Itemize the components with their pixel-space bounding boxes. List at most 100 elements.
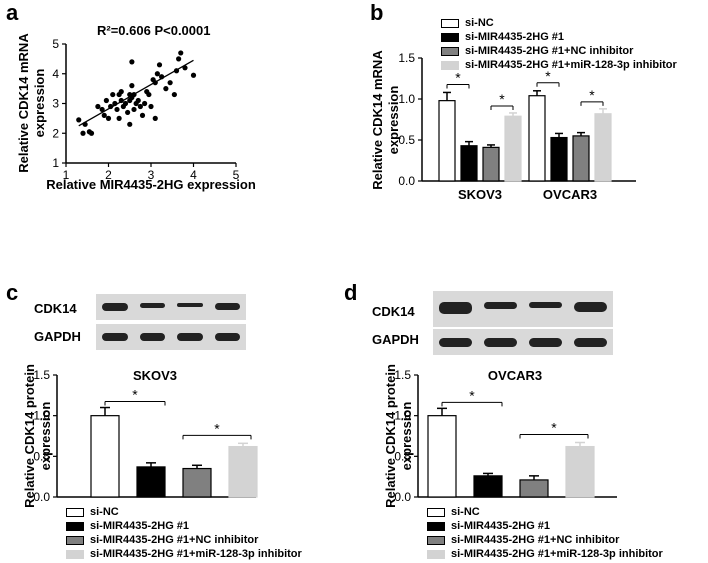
significance-star-c: *: [214, 420, 220, 436]
y-axis-label-a: Relative CDK14 mRNA: [16, 33, 31, 173]
x-tick-label-a: 2: [105, 168, 112, 182]
blot-band: [439, 338, 472, 347]
bar-c: [182, 467, 212, 498]
regression-line-a: [78, 59, 194, 127]
bar-d: [427, 415, 457, 498]
data-point-a: [127, 121, 133, 127]
data-point-a: [167, 80, 173, 86]
legend-item: si-MIR4435-2HG #1: [427, 519, 663, 533]
data-point-a: [142, 100, 148, 107]
bar-d: [473, 475, 503, 498]
x-tick-label-a: 5: [233, 168, 240, 182]
data-point-a: [95, 103, 101, 110]
y-axis-label-a-line2: expression: [32, 69, 47, 138]
data-point-a: [129, 59, 135, 65]
data-point-a: [152, 115, 158, 121]
blot-band: [214, 303, 240, 310]
category-label-b: OVCAR3: [543, 187, 597, 202]
bar-d: [565, 445, 595, 498]
legend-label: si-MIR4435-2HG #1+NC inhibitor: [90, 534, 259, 546]
legend-swatch: [66, 507, 84, 517]
panel-label-a: a: [6, 0, 19, 25]
y-tick-label-a: 1: [52, 156, 59, 170]
legend-item: si-NC: [427, 505, 663, 519]
chart-title-a: R²=0.606 P<0.0001: [97, 23, 210, 38]
y-axis-label-b: Relative CDK14 mRNA: [370, 50, 385, 190]
legend-swatch: [441, 32, 459, 42]
y-tick-label-b: 0.0: [398, 174, 415, 188]
y-tick-label-a: 4: [52, 67, 59, 81]
blot-band: [102, 303, 128, 311]
y-axis-label-c-line2: expression: [38, 402, 53, 471]
data-point-a: [99, 106, 105, 113]
data-point-a: [139, 112, 146, 118]
data-point-a: [154, 71, 160, 77]
legend-label: si-MIR4435-2HG #1+miR-128-3p inhibitor: [451, 548, 663, 560]
legend-item: si-MIR4435-2HG #1+miR-128-3p inhibitor: [427, 547, 663, 561]
data-point-a: [135, 97, 141, 104]
data-point-a: [176, 56, 182, 62]
blot-label-cdk14-c: CDK14: [34, 301, 77, 316]
data-point-a: [190, 72, 197, 78]
data-point-a: [178, 50, 184, 56]
legend-item: si-NC: [441, 16, 677, 30]
legend-item: si-MIR4435-2HG #1+miR-128-3p inhibitor: [66, 547, 302, 561]
data-point-a: [156, 62, 163, 68]
legend-label: si-MIR4435-2HG #1+NC inhibitor: [465, 45, 634, 57]
bar-d: [519, 479, 549, 498]
data-point-a: [129, 83, 135, 89]
legend-label: si-MIR4435-2HG #1: [465, 31, 565, 43]
legend-swatch: [66, 521, 84, 531]
blot-band: [214, 333, 240, 341]
blot-band: [439, 302, 472, 314]
panel-label-c: c: [6, 280, 19, 305]
x-tick-label-a: 4: [190, 168, 197, 182]
legend-label: si-NC: [465, 17, 494, 29]
x-tick-label-a: 3: [148, 168, 155, 182]
legend-swatch: [66, 549, 84, 559]
data-point-a: [137, 103, 143, 110]
data-point-a: [110, 91, 116, 98]
significance-star-b: *: [589, 87, 595, 103]
significance-star-b: *: [455, 69, 461, 85]
blot-band: [139, 303, 165, 308]
legend-swatch: [66, 535, 84, 545]
data-point-a: [146, 91, 152, 98]
panel-label-d: d: [344, 280, 358, 305]
y-tick-label-c: 0.5: [33, 449, 50, 463]
significance-star-d: *: [551, 420, 557, 436]
legend-label: si-NC: [451, 506, 480, 518]
y-tick-label-b: 1.0: [398, 92, 415, 106]
y-tick-label-a: 2: [52, 126, 59, 140]
y-tick-label-d: 0.0: [394, 490, 411, 504]
data-point-a: [122, 100, 129, 107]
legend-label: si-MIR4435-2HG #1: [451, 520, 551, 532]
y-tick-label-a: 3: [52, 97, 59, 111]
blot-band: [574, 338, 607, 347]
data-point-a: [105, 115, 112, 121]
legend-swatch: [427, 507, 445, 517]
significance-star-d: *: [469, 387, 475, 403]
data-point-a: [88, 130, 95, 136]
legend-item: si-MIR4435-2HG #1+NC inhibitor: [66, 533, 302, 547]
y-axis-label-d: Relative CDK14 protein: [383, 364, 398, 508]
data-point-a: [116, 115, 122, 121]
legend-c: si-NC si-MIR4435-2HG #1 si-MIR4435-2HG #1+…: [66, 505, 302, 561]
data-point-a: [131, 106, 137, 113]
legend-swatch: [441, 46, 459, 56]
y-tick-label-d: 1.0: [394, 409, 411, 423]
y-tick-label-c: 1.0: [33, 409, 50, 423]
y-axis-label-b-line2: expression: [386, 86, 401, 155]
blot-band: [529, 338, 562, 347]
x-tick-label-a: 1: [63, 168, 70, 182]
legend-swatch: [441, 60, 459, 70]
significance-star-c: *: [132, 387, 138, 403]
blot-band: [102, 333, 128, 341]
legend-d: si-NC si-MIR4435-2HG #1 si-MIR4435-2HG #1+…: [427, 505, 663, 561]
blot-band: [177, 303, 203, 307]
legend-swatch: [427, 521, 445, 531]
legend-item: si-MIR4435-2HG #1+miR-128-3p inhibitor: [441, 58, 677, 72]
legend-label: si-MIR4435-2HG #1: [90, 520, 190, 532]
